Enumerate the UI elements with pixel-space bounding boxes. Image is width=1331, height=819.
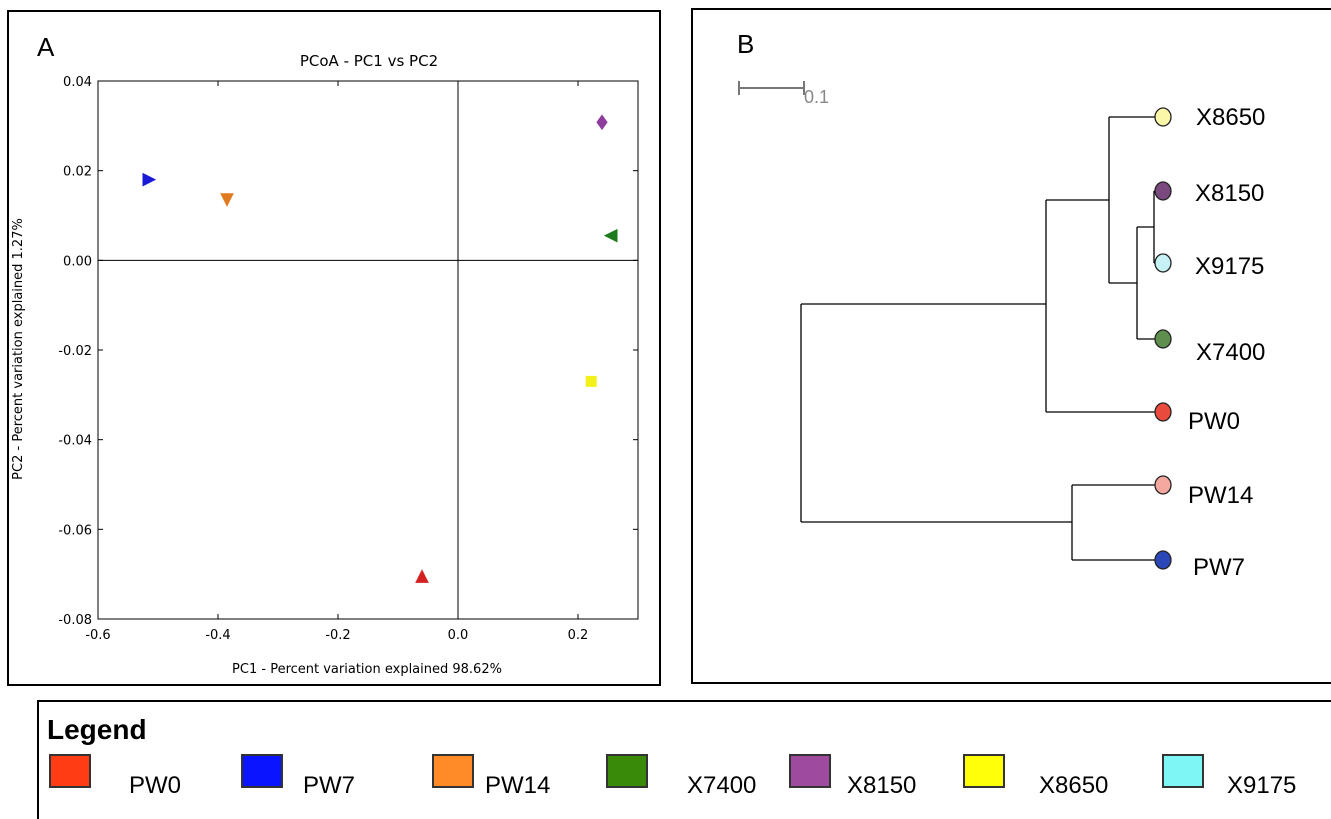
point-pw7 [142,172,157,187]
point-x8650 [585,375,597,387]
legend-label-x9175: X9175 [1227,772,1297,799]
leaf-label-pw7: PW7 [1193,554,1245,581]
scale-bar [738,81,805,95]
legend-label-x8650: X8650 [1039,772,1109,799]
chart-title: PCoA - PC1 vs PC2 [300,52,438,70]
x-tick-label: -0.2 [325,628,350,643]
y-axis-label: PC2 - Percent variation explained 1.27% [11,218,26,480]
leaf-label-pw0: PW0 [1188,408,1240,435]
pcoa-panel: A PCoA - PC1 vs PC2 -0.6 -0.4 -0.2 0.0 0.2 0.… [7,10,661,686]
legend-label-x8150: X8150 [847,772,917,799]
leaf-label-x7400: X7400 [1196,339,1265,366]
leaf-label-x8650: X8650 [1196,104,1265,131]
leaf-node-pw7 [1154,550,1172,570]
x-tick-label: -0.6 [85,628,110,643]
scale-bar-label: 0.1 [804,87,829,107]
x-tick-label: 0.0 [448,628,469,643]
leaf-node-x8150 [1154,181,1172,201]
dendrogram-leaves: X8650 X8150 X9175 X7400 PW0 PW14 PW7 [1154,104,1265,581]
panel-b-letter: B [737,29,754,59]
leaf-node-pw0 [1154,402,1172,422]
y-tick-label: -0.08 [58,613,92,628]
panel-b-frame [691,8,1331,684]
y-tick-label: 0.04 [63,75,92,90]
point-pw14 [220,193,234,207]
legend: Legend PW0 PW7 PW14 X7400 X8150 X8650 X9175 [37,700,1331,819]
legend-swatch-pw14 [432,754,474,788]
legend-label-pw14: PW14 [485,772,551,799]
leaf-node-x7400 [1154,329,1172,349]
legend-label-pw0: PW0 [129,772,182,799]
legend-swatch-x9175 [1162,754,1204,788]
plot-frame [97,80,639,620]
legend-swatch-x8150 [789,754,831,788]
y-tick-label: 0.02 [63,165,92,180]
leaf-node-pw14 [1154,475,1172,495]
leaf-label-x8150: X8150 [1195,180,1264,207]
x-tick-label: -0.4 [205,628,230,643]
dendrogram-branches [800,116,1158,561]
point-x8150 [596,114,608,131]
y-tick-label: -0.06 [58,523,92,538]
leaf-node-x9175 [1154,253,1172,273]
y-tick-label: -0.02 [58,344,92,359]
leaf-label-x9175: X9175 [1195,253,1264,280]
panel-a-frame [7,10,661,686]
legend-title: Legend [47,714,147,745]
legend-swatch-x7400 [606,754,648,788]
legend-swatch-pw0 [49,754,91,788]
x-axis-label: PC1 - Percent variation explained 98.62% [232,662,502,677]
point-x7400 [603,228,618,243]
y-tick-label: 0.00 [63,254,92,269]
leaf-label-pw14: PW14 [1188,482,1253,509]
legend-label-x7400: X7400 [687,772,757,799]
dendrogram-panel: B 0.1 X8650 X8150 X9175 X7400 PW0 PW14 PW7 [691,8,1331,684]
pcoa-plot-area: -0.6 -0.4 -0.2 0.0 0.2 0.04 0.02 0.00 -0.02 -0.04… [58,75,639,643]
leaf-node-x8650 [1154,107,1172,127]
point-pw0 [415,569,429,583]
legend-swatch-pw7 [241,754,283,788]
x-tick-label: 0.2 [568,628,589,643]
panel-a-letter: A [37,32,55,62]
y-tick-label: -0.04 [58,434,92,449]
legend-label-pw7: PW7 [303,772,356,799]
legend-swatch-x8650 [963,754,1005,788]
